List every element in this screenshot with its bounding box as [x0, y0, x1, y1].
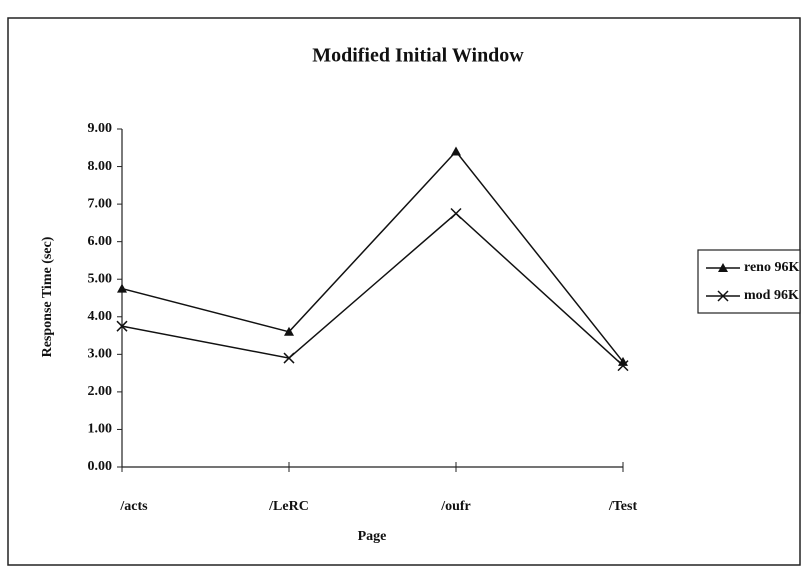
marker [117, 283, 127, 293]
y-tick-label: 9.00 [88, 121, 113, 136]
marker [718, 263, 728, 272]
y-tick-label: 2.00 [88, 384, 113, 399]
y-tick-label: 1.00 [88, 422, 113, 437]
series-line [121, 150, 624, 363]
y-tick-label: 7.00 [88, 196, 113, 211]
legend-label: mod 96K [744, 288, 799, 303]
chart-title: Modified Initial Window [312, 45, 524, 67]
marker [717, 290, 729, 302]
x-tick-label: /oufr [440, 499, 471, 514]
marker [450, 207, 462, 220]
y-tick-label: 0.00 [88, 459, 113, 474]
x-axis-label: Page [358, 529, 387, 544]
legend-box [697, 249, 801, 314]
y-tick-label: 4.00 [88, 309, 113, 324]
y-axis-label: Response Time (sec) [40, 236, 55, 357]
marker [451, 146, 461, 156]
x-tick-label: /LeRC [268, 499, 309, 514]
chart-frame [7, 17, 801, 566]
marker [283, 352, 295, 364]
y-tick-label: 5.00 [88, 271, 113, 286]
x-tick-label: /Test [608, 499, 638, 514]
x-tick-label: /acts [119, 499, 148, 514]
marker [116, 320, 128, 332]
marker [284, 326, 294, 336]
series-line [121, 212, 624, 367]
marker [617, 360, 629, 372]
y-tick-label: 3.00 [88, 347, 113, 362]
legend-label: reno 96K [744, 260, 799, 275]
y-tick-label: 8.00 [88, 159, 113, 174]
y-tick-label: 6.00 [88, 234, 113, 249]
